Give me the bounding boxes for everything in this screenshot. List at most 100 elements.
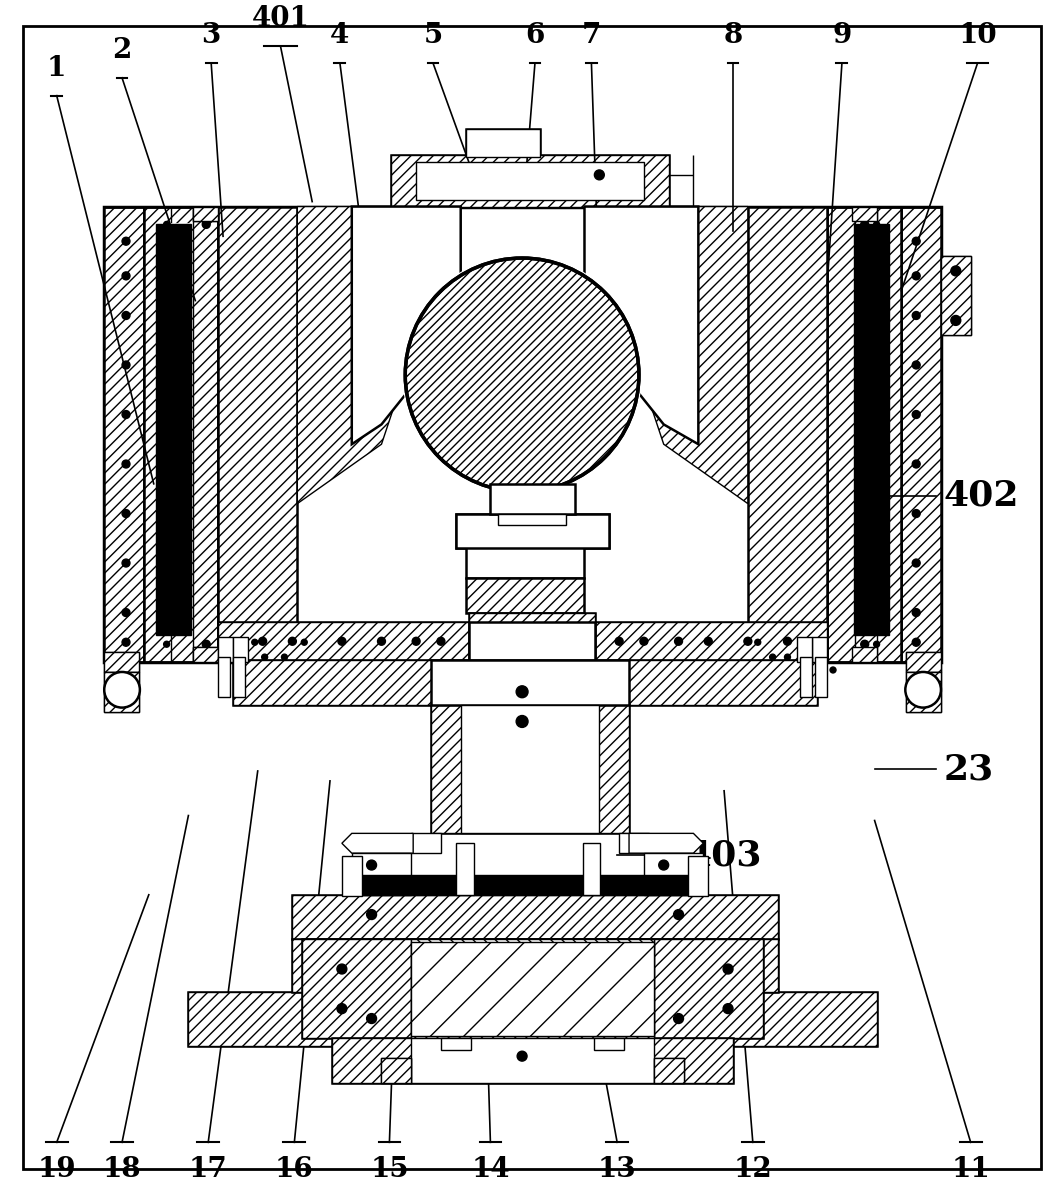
Text: 403: 403: [686, 838, 762, 872]
Circle shape: [674, 909, 683, 920]
Circle shape: [587, 851, 596, 859]
Circle shape: [397, 835, 406, 845]
Circle shape: [595, 170, 604, 180]
Bar: [155, 225, 192, 635]
Circle shape: [830, 668, 836, 674]
Bar: [194, 647, 218, 662]
Bar: [468, 613, 596, 662]
Text: 4: 4: [330, 23, 350, 49]
Circle shape: [337, 964, 347, 973]
Bar: [352, 875, 703, 895]
Circle shape: [252, 639, 257, 645]
Bar: [104, 672, 139, 712]
Polygon shape: [218, 622, 827, 660]
Polygon shape: [104, 207, 144, 662]
Text: 2: 2: [113, 37, 132, 64]
Circle shape: [516, 958, 528, 970]
Bar: [104, 207, 941, 662]
Circle shape: [122, 559, 130, 566]
Circle shape: [724, 964, 733, 973]
Bar: [431, 660, 629, 704]
Bar: [797, 638, 812, 662]
Circle shape: [861, 220, 868, 228]
Bar: [466, 130, 539, 157]
Text: 14: 14: [471, 1157, 510, 1183]
Bar: [852, 647, 877, 662]
Bar: [907, 672, 941, 712]
Circle shape: [951, 315, 961, 325]
Text: 401: 401: [251, 5, 310, 32]
Bar: [194, 207, 218, 221]
Bar: [233, 657, 245, 696]
Bar: [218, 622, 827, 660]
Bar: [302, 939, 763, 1039]
Circle shape: [905, 672, 941, 708]
Text: 8: 8: [724, 23, 743, 49]
Text: 23: 23: [944, 752, 994, 787]
Circle shape: [122, 312, 130, 319]
Circle shape: [874, 641, 880, 647]
Polygon shape: [468, 613, 596, 662]
Polygon shape: [901, 207, 941, 662]
Circle shape: [912, 509, 920, 518]
Polygon shape: [941, 256, 970, 336]
Text: 1: 1: [47, 55, 66, 82]
Polygon shape: [297, 207, 461, 503]
Polygon shape: [293, 939, 778, 991]
Bar: [332, 1039, 733, 1083]
Polygon shape: [584, 207, 698, 444]
Polygon shape: [302, 939, 763, 1039]
Circle shape: [122, 237, 130, 245]
Bar: [688, 856, 709, 896]
Text: 402: 402: [944, 478, 1019, 513]
Bar: [852, 207, 877, 221]
Circle shape: [288, 638, 297, 645]
Bar: [815, 657, 827, 696]
Circle shape: [912, 461, 920, 468]
Circle shape: [122, 273, 130, 280]
Circle shape: [912, 638, 920, 646]
Polygon shape: [233, 660, 817, 704]
Bar: [653, 1058, 683, 1083]
Text: 3: 3: [201, 23, 221, 49]
Text: 6: 6: [526, 23, 545, 49]
Bar: [853, 225, 890, 635]
Circle shape: [301, 639, 307, 645]
Circle shape: [221, 668, 227, 674]
Circle shape: [122, 638, 130, 646]
Circle shape: [202, 220, 211, 228]
Circle shape: [461, 851, 468, 859]
Bar: [455, 514, 610, 549]
Bar: [416, 162, 644, 200]
Circle shape: [754, 639, 761, 645]
Text: 5: 5: [423, 23, 443, 49]
Polygon shape: [332, 1039, 733, 1083]
Circle shape: [516, 1017, 528, 1029]
Circle shape: [262, 654, 268, 660]
Bar: [455, 844, 473, 895]
Circle shape: [516, 715, 528, 727]
Circle shape: [259, 638, 267, 645]
Circle shape: [744, 638, 752, 645]
Circle shape: [122, 411, 130, 419]
Polygon shape: [382, 1058, 411, 1083]
Bar: [466, 130, 539, 157]
Circle shape: [615, 638, 624, 645]
Polygon shape: [748, 207, 827, 662]
Polygon shape: [342, 833, 413, 853]
Polygon shape: [411, 942, 653, 1036]
Circle shape: [437, 638, 445, 645]
Bar: [218, 657, 230, 696]
Bar: [440, 1039, 470, 1051]
Text: 13: 13: [598, 1157, 636, 1183]
Circle shape: [338, 638, 346, 645]
Bar: [491, 484, 575, 514]
Circle shape: [783, 638, 792, 645]
Text: 16: 16: [275, 1157, 314, 1183]
Circle shape: [202, 640, 211, 649]
Circle shape: [367, 860, 377, 870]
Polygon shape: [392, 155, 668, 207]
Circle shape: [704, 638, 712, 645]
Circle shape: [402, 255, 642, 495]
Text: 12: 12: [733, 1157, 772, 1183]
